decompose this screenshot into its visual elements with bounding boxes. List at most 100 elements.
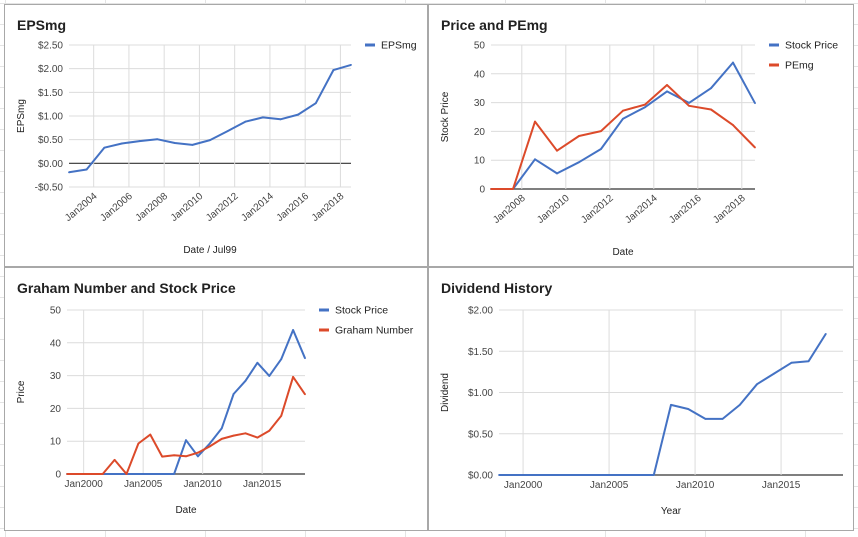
data-point: [304, 357, 306, 360]
legend-swatch: [319, 328, 329, 332]
data-point: [297, 113, 300, 116]
x-tick-label: Jan2012: [579, 193, 616, 226]
x-tick-label: Jan2008: [491, 193, 528, 226]
y-tick-label: 0: [479, 185, 485, 196]
series-line-epsmg: [68, 63, 352, 174]
data-point: [578, 161, 580, 164]
x-tick-label: Jan2006: [98, 191, 135, 224]
data-point: [244, 432, 247, 435]
x-tick-label: Jan2010: [183, 479, 222, 490]
y-axis-title: Stock Price: [440, 91, 451, 142]
y-tick-label: $1.50: [468, 347, 493, 358]
data-point: [754, 146, 756, 149]
y-tick-label: $0.50: [38, 135, 63, 146]
data-point: [600, 148, 602, 150]
y-tick-label: 40: [474, 69, 486, 80]
dividend-chart: $2.00 $1.50 $1.00 $0.50 $0.00 Jan2000 Jan2005 J…: [440, 306, 843, 517]
y-tick-label: -$0.50: [35, 183, 64, 194]
y-tick-label: $0.00: [468, 471, 493, 482]
data-point: [704, 418, 707, 420]
y-tick-label: $1.00: [38, 112, 63, 123]
x-tick-label: Jan2015: [762, 480, 801, 491]
dividend-chart-panel[interactable]: Dividend History $2.00 $1.50 $1.00 $0.50 $0.…: [428, 267, 854, 531]
data-point: [256, 436, 259, 439]
legend-swatch: [365, 43, 375, 47]
data-point: [622, 117, 624, 120]
data-point: [666, 90, 668, 93]
data-point: [156, 138, 159, 141]
x-tick-label: Jan2018: [711, 193, 748, 226]
x-tick-label: Jan2000: [64, 479, 103, 490]
data-point: [732, 61, 734, 64]
y-tick-label: 50: [474, 41, 486, 52]
data-point: [138, 140, 141, 142]
data-point: [600, 130, 602, 133]
x-tick-label: Jan2015: [243, 479, 282, 490]
series-line-stock-price: [491, 61, 756, 190]
y-tick-label: $2.00: [468, 306, 493, 317]
y-tick-label: $0.50: [468, 429, 493, 440]
data-point: [292, 329, 294, 331]
data-point: [556, 172, 558, 175]
data-point: [220, 427, 223, 430]
data-point: [756, 383, 758, 386]
legend-swatch: [769, 43, 779, 47]
chart-title: EPSmg: [17, 17, 67, 33]
data-point: [244, 120, 247, 123]
eps-chart-panel[interactable]: EPSmg $2.50 $2.00 $1.50 $1.00 $0.50 $0.00 -$0.…: [4, 4, 428, 267]
data-point: [208, 445, 211, 448]
x-tick-label: Jan2012: [204, 191, 241, 224]
data-point: [68, 171, 70, 174]
legend-swatch: [319, 308, 329, 312]
data-point: [244, 379, 247, 382]
data-point: [149, 433, 152, 436]
data-point: [232, 434, 235, 437]
x-tick-label: Jan2018: [310, 191, 347, 224]
y-tick-label: $2.00: [38, 64, 63, 75]
data-point: [279, 118, 282, 121]
data-point: [556, 149, 558, 152]
x-tick-label: Jan2016: [667, 193, 704, 226]
data-point: [754, 102, 756, 105]
series-line-pemg: [491, 84, 756, 190]
data-point: [268, 429, 271, 432]
data-point: [807, 360, 810, 363]
series-line-stock-price: [67, 329, 306, 475]
x-tick-label: Jan2010: [535, 193, 572, 226]
y-tick-label: 10: [50, 437, 62, 448]
data-point: [534, 158, 536, 161]
data-point: [710, 108, 712, 111]
data-point: [137, 473, 140, 475]
data-point: [732, 124, 734, 126]
data-point: [232, 393, 235, 395]
data-point: [314, 102, 317, 105]
graham-chart-panel[interactable]: Graham Number and Stock Price 50 40 30 20 10…: [4, 267, 428, 531]
y-tick-label: $1.00: [468, 388, 493, 399]
data-point: [280, 358, 283, 361]
data-point: [261, 116, 264, 119]
series-line-dividend: [499, 333, 827, 476]
data-point: [137, 442, 140, 445]
chart-title: Graham Number and Stock Price: [17, 280, 236, 296]
data-point: [688, 104, 690, 107]
data-point: [197, 455, 199, 458]
data-point: [101, 473, 104, 475]
data-point: [161, 455, 164, 458]
data-point: [280, 415, 283, 417]
data-point: [644, 103, 646, 106]
y-axis-title: Dividend: [440, 373, 451, 412]
data-point: [824, 333, 827, 335]
data-point: [173, 473, 176, 475]
price-pe-chart-panel[interactable]: Price and PEmg 50 40 30 20 10 0 Jan2008 Jan2010…: [428, 4, 854, 267]
data-point: [149, 473, 152, 475]
legend-label: EPSmg: [381, 40, 417, 52]
data-point: [66, 473, 68, 475]
data-point: [103, 146, 106, 149]
y-tick-label: 10: [474, 156, 486, 167]
y-tick-label: $1.50: [38, 88, 63, 99]
x-axis-title: Date / Jul99: [183, 245, 237, 256]
data-point: [721, 418, 724, 420]
data-point: [89, 473, 92, 475]
y-axis-title: Price: [16, 380, 27, 403]
